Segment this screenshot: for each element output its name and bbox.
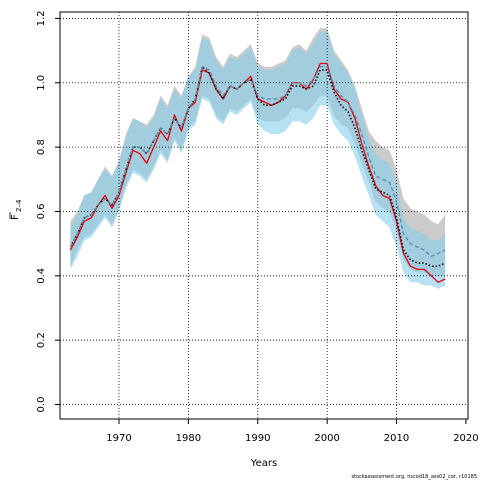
y-axis-label-main: F — [10, 214, 21, 220]
y-tick-label: 0.2 — [36, 332, 47, 348]
y-tick-label: 0.4 — [36, 268, 47, 284]
y-tick-label: 0.8 — [36, 139, 47, 155]
y-axis-label-sub: 2–4 — [15, 199, 23, 212]
band-blue — [70, 31, 446, 289]
x-tick-label: 1990 — [245, 433, 270, 444]
series-line-red-solid — [69, 62, 446, 283]
x-axis: 1970 1980 1990 2000 2010 2020 — [106, 419, 479, 444]
footer-credit: stockassessment.org, nscod18_ass02_cor, … — [351, 474, 477, 480]
y-axis-label: F 2–4 — [9, 199, 23, 220]
series-line-blue-dashed — [69, 65, 446, 258]
series-lines — [69, 62, 446, 283]
x-tick-label: 2010 — [384, 433, 409, 444]
y-tick-label: 1.0 — [36, 75, 47, 91]
x-tick-label: 1970 — [106, 433, 131, 444]
grid — [60, 12, 468, 419]
x-tick-label: 2020 — [453, 433, 478, 444]
y-tick-label: 0.0 — [36, 397, 47, 413]
x-axis-label: Years — [250, 458, 277, 469]
y-tick-label: 1.2 — [36, 10, 47, 26]
y-axis: 0.0 0.2 0.4 0.6 0.8 1.0 1.2 — [36, 10, 60, 412]
x-tick-label: 2000 — [314, 433, 339, 444]
y-tick-label: 0.6 — [36, 204, 47, 220]
confidence-bands — [70, 28, 446, 289]
x-tick-label: 1980 — [176, 433, 201, 444]
plot-frame — [59, 11, 469, 420]
